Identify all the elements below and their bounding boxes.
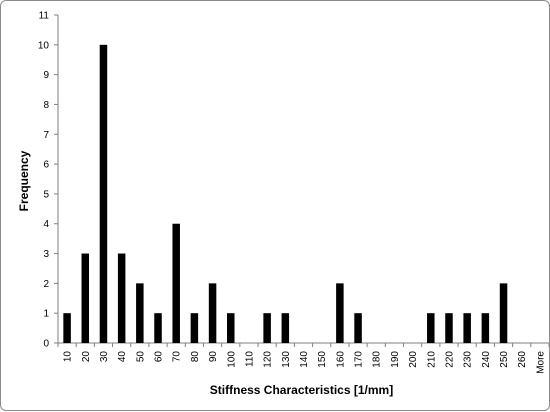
x-tick-label: 190 bbox=[390, 351, 401, 368]
bar bbox=[281, 313, 290, 343]
x-tick-label: 180 bbox=[372, 351, 383, 368]
y-tick-label: 2 bbox=[43, 279, 49, 290]
bar bbox=[445, 313, 453, 343]
x-tick-label: 120 bbox=[263, 351, 274, 368]
y-tick-label: 7 bbox=[43, 130, 49, 141]
bar bbox=[81, 253, 90, 343]
x-tick-label: 90 bbox=[208, 351, 219, 363]
x-tick-label: 240 bbox=[481, 351, 492, 368]
x-tick-label: 130 bbox=[281, 351, 292, 368]
y-tick-label: 10 bbox=[38, 40, 50, 51]
y-tick-label: 1 bbox=[43, 309, 49, 320]
x-tick-label: 260 bbox=[517, 351, 528, 368]
bar bbox=[354, 313, 362, 343]
bar bbox=[499, 283, 508, 343]
x-tick-label: 100 bbox=[226, 351, 237, 368]
x-tick-label: 20 bbox=[81, 351, 92, 363]
bar bbox=[99, 44, 108, 344]
bar bbox=[463, 313, 471, 343]
x-tick-label: 200 bbox=[408, 351, 419, 368]
y-tick-label: 0 bbox=[43, 339, 49, 350]
bar bbox=[263, 313, 271, 343]
bar bbox=[117, 253, 126, 343]
y-tick-label: 11 bbox=[39, 11, 50, 22]
bar bbox=[190, 313, 199, 343]
x-tick-label: 10 bbox=[63, 351, 74, 363]
x-tick-label: 170 bbox=[354, 351, 365, 368]
x-tick-label: 80 bbox=[190, 351, 201, 363]
x-axis-title: Stiffness Characteristics [1/mm] bbox=[210, 383, 393, 397]
x-tick-label: 140 bbox=[299, 351, 310, 368]
bar bbox=[427, 313, 435, 343]
x-tick-label: 40 bbox=[117, 351, 128, 363]
bar bbox=[481, 313, 490, 343]
x-tick-label: 110 bbox=[244, 351, 255, 367]
x-tick-label: 250 bbox=[499, 351, 510, 368]
bar bbox=[172, 223, 180, 343]
y-tick-label: 4 bbox=[43, 219, 49, 230]
x-tick-label: 220 bbox=[444, 351, 455, 368]
x-tick-label: 50 bbox=[135, 351, 146, 363]
x-tick-label: 30 bbox=[99, 351, 110, 363]
bar bbox=[336, 283, 344, 343]
bar bbox=[227, 313, 235, 343]
y-tick-label: 6 bbox=[43, 160, 49, 171]
y-tick-label: 5 bbox=[43, 189, 49, 200]
y-tick-label: 3 bbox=[43, 249, 49, 260]
bar bbox=[136, 283, 144, 343]
x-tick-label: More bbox=[535, 351, 546, 374]
x-tick-label: 160 bbox=[335, 351, 346, 368]
x-tick-label: 60 bbox=[154, 351, 165, 363]
bar bbox=[208, 283, 217, 343]
x-tick-label: 150 bbox=[317, 351, 328, 368]
bar bbox=[154, 313, 162, 343]
y-tick-label: 9 bbox=[43, 70, 49, 81]
x-tick-label: 210 bbox=[426, 351, 437, 368]
y-tick-label: 8 bbox=[43, 100, 49, 111]
y-axis-title: Frequency bbox=[17, 150, 31, 211]
x-tick-label: 230 bbox=[463, 351, 474, 368]
x-tick-label: 70 bbox=[172, 351, 183, 363]
bar bbox=[63, 313, 71, 343]
